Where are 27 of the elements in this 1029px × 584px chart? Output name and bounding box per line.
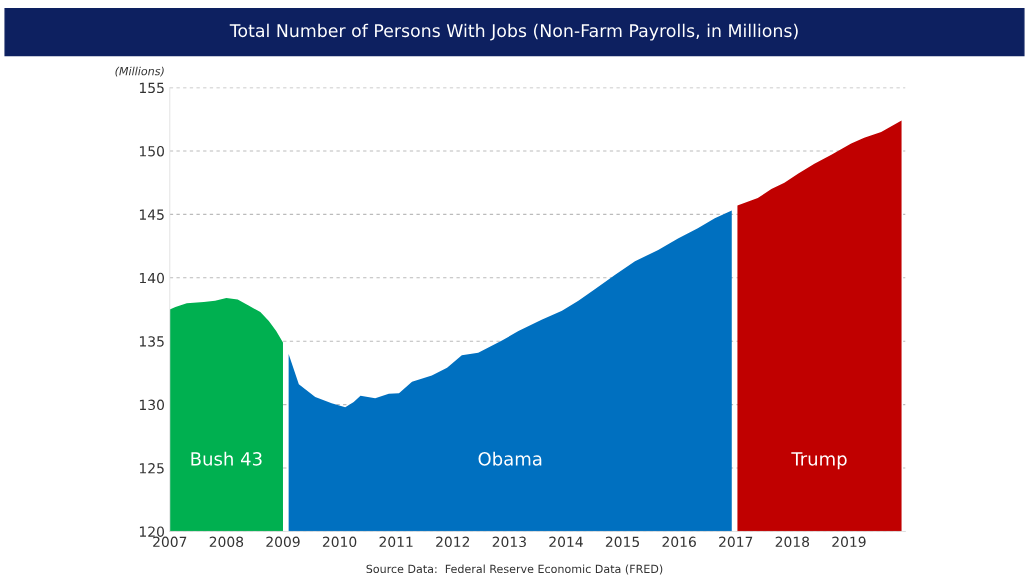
y-tick-label: 140	[139, 272, 164, 284]
x-tick-label: 2016	[662, 536, 696, 548]
x-tick-label: 2018	[775, 536, 810, 548]
source-note: Source Data: Federal Reserve Economic Data (FRED)	[366, 564, 663, 575]
y-axis-title: (Millions)	[115, 66, 164, 77]
x-tick-label: 2013	[492, 536, 526, 548]
y-tick-label: 145	[139, 209, 164, 220]
x-tick-label: 2007	[153, 536, 187, 548]
series-label: Obama	[478, 451, 542, 466]
y-tick-label: 120	[139, 526, 164, 537]
x-tick-label: 2010	[322, 536, 357, 548]
y-tick-label: 130	[139, 399, 164, 411]
series-label: Bush 43	[191, 451, 262, 466]
series-label: Trump	[791, 452, 847, 470]
x-tick-label: 2019	[832, 536, 866, 548]
x-tick-label: 2015	[605, 536, 639, 548]
x-tick-label: 2012	[436, 536, 470, 548]
x-tick-label: 2009	[266, 536, 300, 548]
x-tick-label: 2011	[379, 536, 413, 548]
x-tick-label: 2014	[549, 536, 583, 548]
y-tick-label: 125	[139, 463, 164, 474]
y-tick-label: 150	[139, 145, 164, 157]
y-tick-label: 135	[139, 336, 164, 347]
y-tick-label: 155	[139, 82, 164, 94]
x-tick-label: 2017	[719, 536, 753, 548]
chart-title: Total Number of Persons With Jobs (Non-Farm Payrolls, in Millions)	[229, 23, 798, 41]
x-tick-label: 2008	[209, 536, 244, 548]
